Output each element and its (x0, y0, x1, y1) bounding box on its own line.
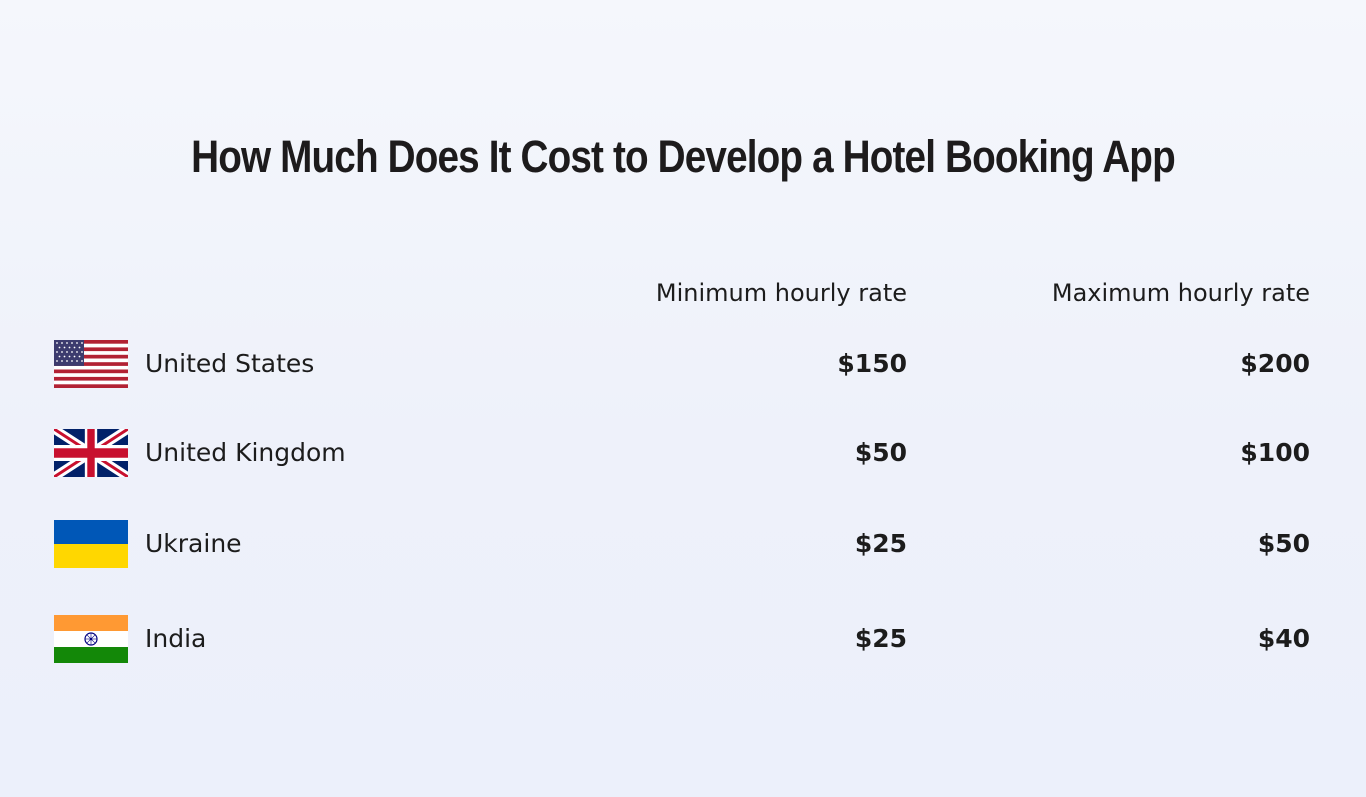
max-rate-value: $50 (1258, 526, 1310, 562)
table-row-united-states: United States $150 $200 (0, 340, 1366, 390)
table-row-ukraine: Ukraine $25 $50 (0, 520, 1366, 570)
country-label: United States (145, 346, 314, 382)
max-rate-value: $40 (1258, 621, 1310, 657)
country-label: United Kingdom (145, 435, 346, 471)
page-title: How Much Does It Cost to Develop a Hotel… (96, 122, 1271, 192)
country-label: India (145, 621, 206, 657)
ukraine-flag-icon (54, 520, 128, 568)
column-header-max: Maximum hourly rate (1052, 276, 1310, 310)
max-rate-value: $200 (1240, 346, 1310, 382)
india-flag-icon (54, 615, 128, 663)
us-flag-icon (54, 340, 128, 388)
country-label: Ukraine (145, 526, 242, 562)
uk-flag-icon (54, 429, 128, 477)
min-rate-value: $50 (855, 435, 907, 471)
min-rate-value: $150 (837, 346, 907, 382)
column-header-min: Minimum hourly rate (656, 276, 907, 310)
table-row-united-kingdom: United Kingdom $50 $100 (0, 429, 1366, 479)
min-rate-value: $25 (855, 621, 907, 657)
max-rate-value: $100 (1240, 435, 1310, 471)
table-row-india: India $25 $40 (0, 615, 1366, 665)
min-rate-value: $25 (855, 526, 907, 562)
